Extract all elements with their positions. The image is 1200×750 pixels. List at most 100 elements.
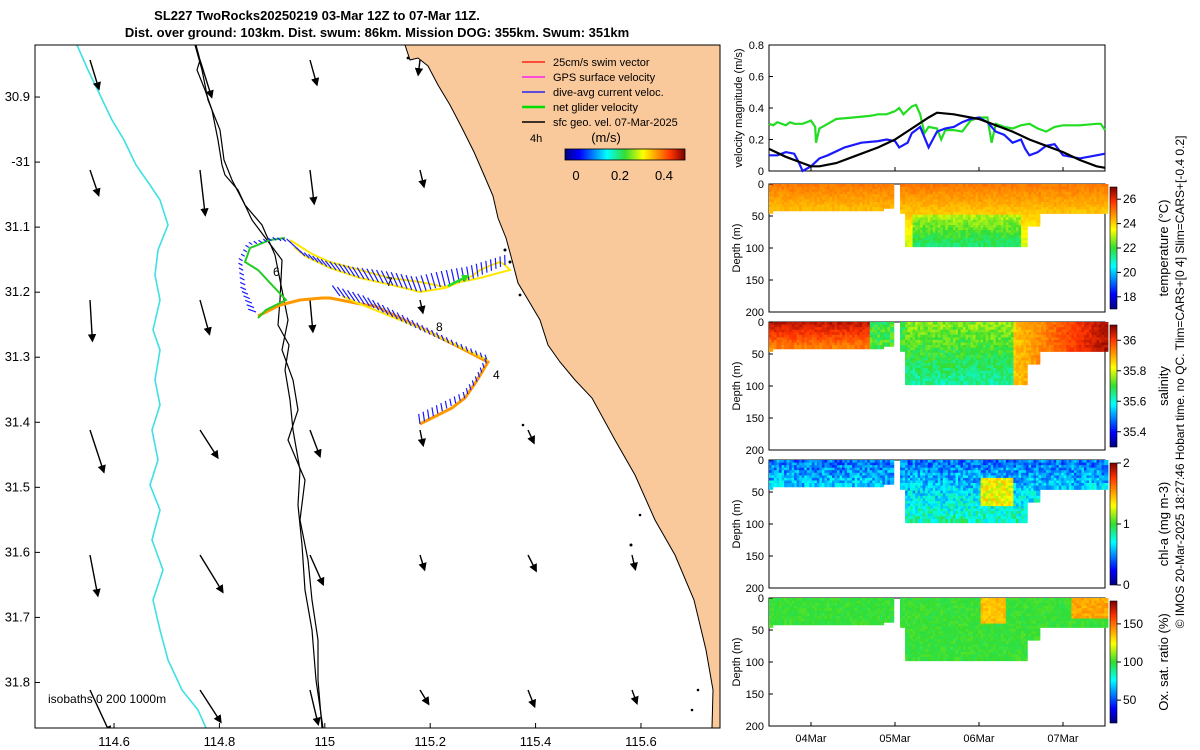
section-point <box>801 186 806 191</box>
section-point <box>839 472 844 477</box>
section-point <box>859 465 864 470</box>
current-vector <box>440 402 443 412</box>
section-point <box>1099 204 1104 209</box>
section-point <box>1003 227 1008 232</box>
section-point <box>945 222 950 227</box>
section-point <box>771 472 776 477</box>
section-point <box>990 327 995 332</box>
section-point <box>884 480 890 485</box>
section-point <box>879 472 885 477</box>
section-point <box>1086 324 1091 329</box>
section-point <box>1003 363 1008 368</box>
section-point <box>978 222 983 227</box>
section-point <box>1056 332 1061 337</box>
section-point <box>1061 209 1066 214</box>
current-vector <box>357 293 365 305</box>
section-point <box>1038 327 1043 332</box>
section-point <box>784 342 789 347</box>
section-point <box>993 360 998 365</box>
section-point <box>993 201 998 207</box>
section-point <box>917 380 922 386</box>
section-point <box>842 191 847 196</box>
section-point <box>791 199 796 204</box>
section-point <box>995 342 1000 347</box>
section-point <box>829 327 834 332</box>
section-point <box>1008 363 1013 368</box>
section-point <box>975 196 980 201</box>
section-point <box>769 204 774 209</box>
section-point <box>827 322 832 327</box>
section-point <box>915 475 920 480</box>
section-point <box>915 488 920 493</box>
section-point <box>874 337 879 342</box>
map-xtick-label: 115.4 <box>520 734 552 749</box>
section-point <box>890 460 895 465</box>
section-point <box>811 191 816 196</box>
section-point <box>968 232 973 237</box>
section-point <box>915 462 920 467</box>
section-point <box>827 462 832 467</box>
section-point <box>993 196 998 201</box>
map-panel: 6 7 8 4 25cm/s swim vector GPS surface v… <box>5 44 721 749</box>
section-point <box>1079 194 1084 199</box>
section-point <box>968 368 973 373</box>
section-point <box>849 465 854 470</box>
section-point <box>804 472 809 477</box>
section-point <box>1048 199 1053 204</box>
section-point <box>950 337 955 342</box>
section-point <box>1005 350 1011 355</box>
section-point <box>973 360 978 365</box>
section-point <box>1089 184 1094 189</box>
section-point <box>786 342 791 347</box>
section-point <box>953 368 958 373</box>
section-point <box>1028 355 1033 360</box>
section-point <box>988 214 993 219</box>
section-point <box>1089 345 1094 350</box>
section-point <box>1026 334 1031 339</box>
section-point <box>809 460 814 465</box>
section-point <box>771 462 776 467</box>
section-point <box>978 184 983 189</box>
section-point <box>927 201 932 207</box>
section-point <box>960 227 965 232</box>
section-point <box>804 342 809 347</box>
section-point <box>829 465 834 470</box>
section-point <box>998 184 1003 189</box>
section-point <box>965 357 970 362</box>
section-point <box>862 460 867 465</box>
section-point <box>935 332 940 337</box>
section-point <box>978 345 983 350</box>
current-vector <box>405 274 413 291</box>
section-point <box>960 355 965 360</box>
section-point <box>907 227 912 232</box>
section-point <box>1013 373 1018 378</box>
section-point <box>771 467 776 472</box>
section-point <box>827 345 832 350</box>
section-point <box>917 337 922 342</box>
section-point <box>890 191 895 196</box>
current-vector <box>367 297 375 309</box>
section-point <box>877 480 882 485</box>
section-point <box>1031 207 1036 212</box>
section-point <box>905 477 910 483</box>
section-point <box>930 225 935 230</box>
section-point <box>1000 204 1005 209</box>
section-point <box>774 324 779 329</box>
section-point <box>983 368 988 373</box>
section-point <box>1003 194 1008 199</box>
section-point <box>905 488 910 493</box>
section-point <box>829 477 834 483</box>
section-point <box>821 186 827 191</box>
section-point <box>769 194 774 199</box>
section-point <box>789 465 794 470</box>
section-point <box>842 470 847 475</box>
section-point <box>988 201 993 207</box>
section-point <box>983 370 988 375</box>
section-point <box>935 334 940 339</box>
section-point <box>925 368 930 373</box>
section-point <box>975 214 980 219</box>
section-point <box>874 480 879 485</box>
section-point <box>849 475 854 480</box>
section-point <box>814 483 819 488</box>
section-point <box>930 201 935 207</box>
